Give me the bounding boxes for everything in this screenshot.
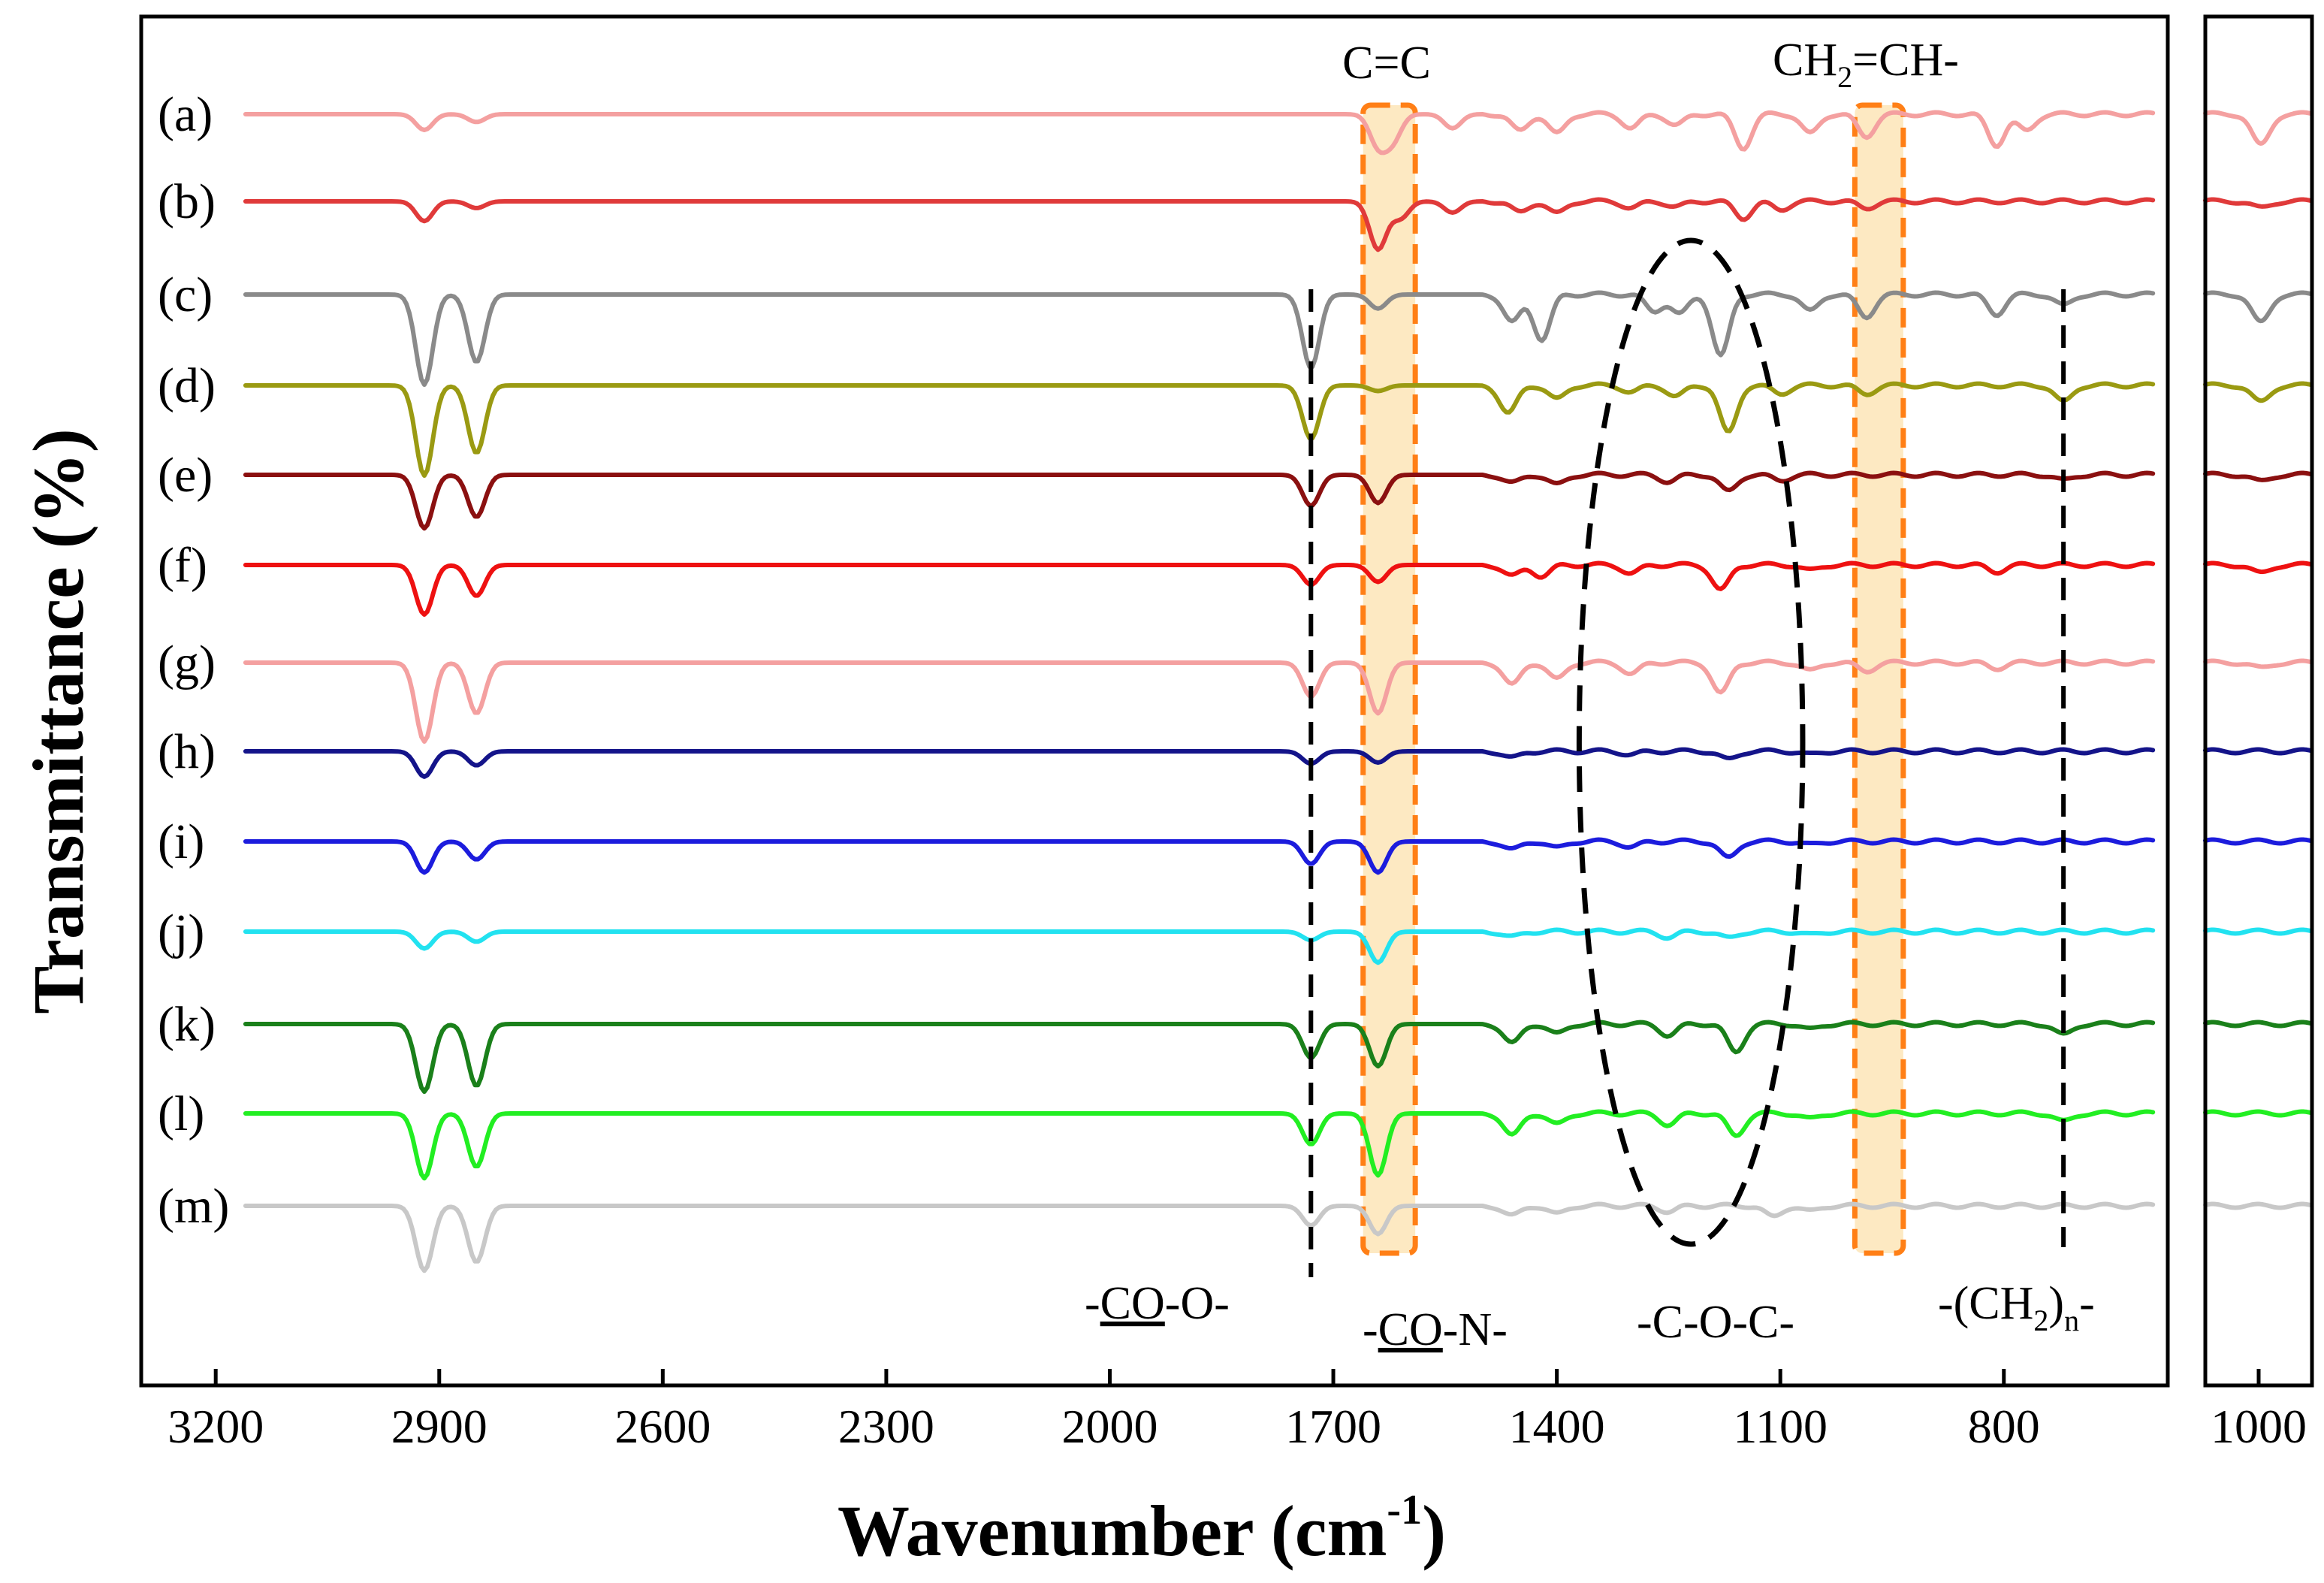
spectrum-c (243, 290, 2156, 387)
spectrum-b (243, 197, 2156, 252)
x-tick-label: 1100 (1733, 1400, 1828, 1453)
spectra-group (243, 110, 2156, 1273)
spectrum-i (243, 837, 2156, 875)
spectrum-k (243, 1020, 2156, 1094)
series-label: (a) (158, 87, 213, 142)
x-tick-label: 2600 (614, 1400, 711, 1453)
series-labels: (a) (b) (c) (d) (e) (f) (g) (h) (i) (j) (k) (l) (m) (158, 87, 229, 1234)
vinyl-highlight-band (1852, 102, 1906, 1256)
spectrum-f (243, 560, 2156, 617)
ether-label: -C-O-C- (1637, 1297, 1794, 1348)
spectrum-l (243, 1109, 2156, 1181)
series-label: (j) (158, 905, 204, 959)
inset-spectrum-l (2203, 1109, 2313, 1118)
x-tick-label: 2900 (391, 1400, 487, 1453)
x-tick-label: 1700 (1285, 1400, 1381, 1453)
ch2n-label: -(CH2)n- (1938, 1278, 2095, 1337)
spectrum-j (243, 927, 2156, 965)
inset-spectrum-e (2203, 470, 2313, 482)
series-label: (l) (158, 1086, 204, 1141)
spectrum-m (243, 1201, 2156, 1273)
spectrum-g (243, 658, 2156, 744)
series-label: (k) (158, 997, 216, 1052)
x-axis-ticks: 3200 2900 2600 2300 2000 1700 1400 1100 800 (168, 1369, 2040, 1453)
series-label: (b) (158, 174, 216, 229)
ester-label: -CO-O- (1085, 1278, 1230, 1329)
series-label: (h) (158, 724, 216, 779)
x-tick-label: 2300 (838, 1400, 934, 1453)
x-tick-label: 800 (1968, 1400, 2040, 1453)
inset-spectrum-a (2203, 110, 2313, 146)
y-axis-title: Transmittance (%) (18, 428, 98, 1014)
series-label: (g) (158, 636, 216, 690)
inset-spectrum-i (2203, 837, 2313, 846)
inset-spectrum-d (2203, 381, 2313, 403)
inset-spectrum-j (2203, 927, 2313, 936)
amide-label: -CO-N- (1363, 1304, 1508, 1355)
inset-spectrum-c (2203, 290, 2313, 324)
inset-spectrum-g (2203, 658, 2313, 669)
inset-spectrum-h (2203, 747, 2313, 756)
x-tick-label: 2000 (1061, 1400, 1157, 1453)
inset-spectra-group (2203, 110, 2313, 1210)
inset-spectrum-m (2203, 1201, 2313, 1210)
series-label: (d) (158, 358, 216, 413)
spectrum-h (243, 747, 2156, 779)
inset-spectrum-k (2203, 1020, 2313, 1029)
x-tick-label: 3200 (168, 1400, 264, 1453)
x-tick-label: 1400 (1509, 1400, 1605, 1453)
x-axis-title: Wavenumber (cm-1) (838, 1487, 1446, 1571)
main-plot-frame (139, 14, 2170, 1388)
series-label: (c) (158, 267, 213, 322)
cc-label: C=C (1342, 38, 1431, 89)
inset-plot-frame (2203, 14, 2314, 1388)
series-label: (f) (158, 538, 207, 593)
inset-tick-label: 1000 (2211, 1400, 2307, 1453)
series-label: (e) (158, 448, 213, 503)
inset-spectrum-f (2203, 560, 2313, 575)
inset-spectrum-b (2203, 197, 2313, 209)
spectrum-e (243, 470, 2156, 531)
series-label: (m) (158, 1179, 229, 1234)
vinyl-label: CH2=CH- (1773, 35, 1959, 94)
ether-region-ellipse (1576, 237, 1806, 1247)
spectrum-d (243, 381, 2156, 478)
spectrum-a (243, 110, 2156, 156)
series-label: (i) (158, 814, 204, 869)
